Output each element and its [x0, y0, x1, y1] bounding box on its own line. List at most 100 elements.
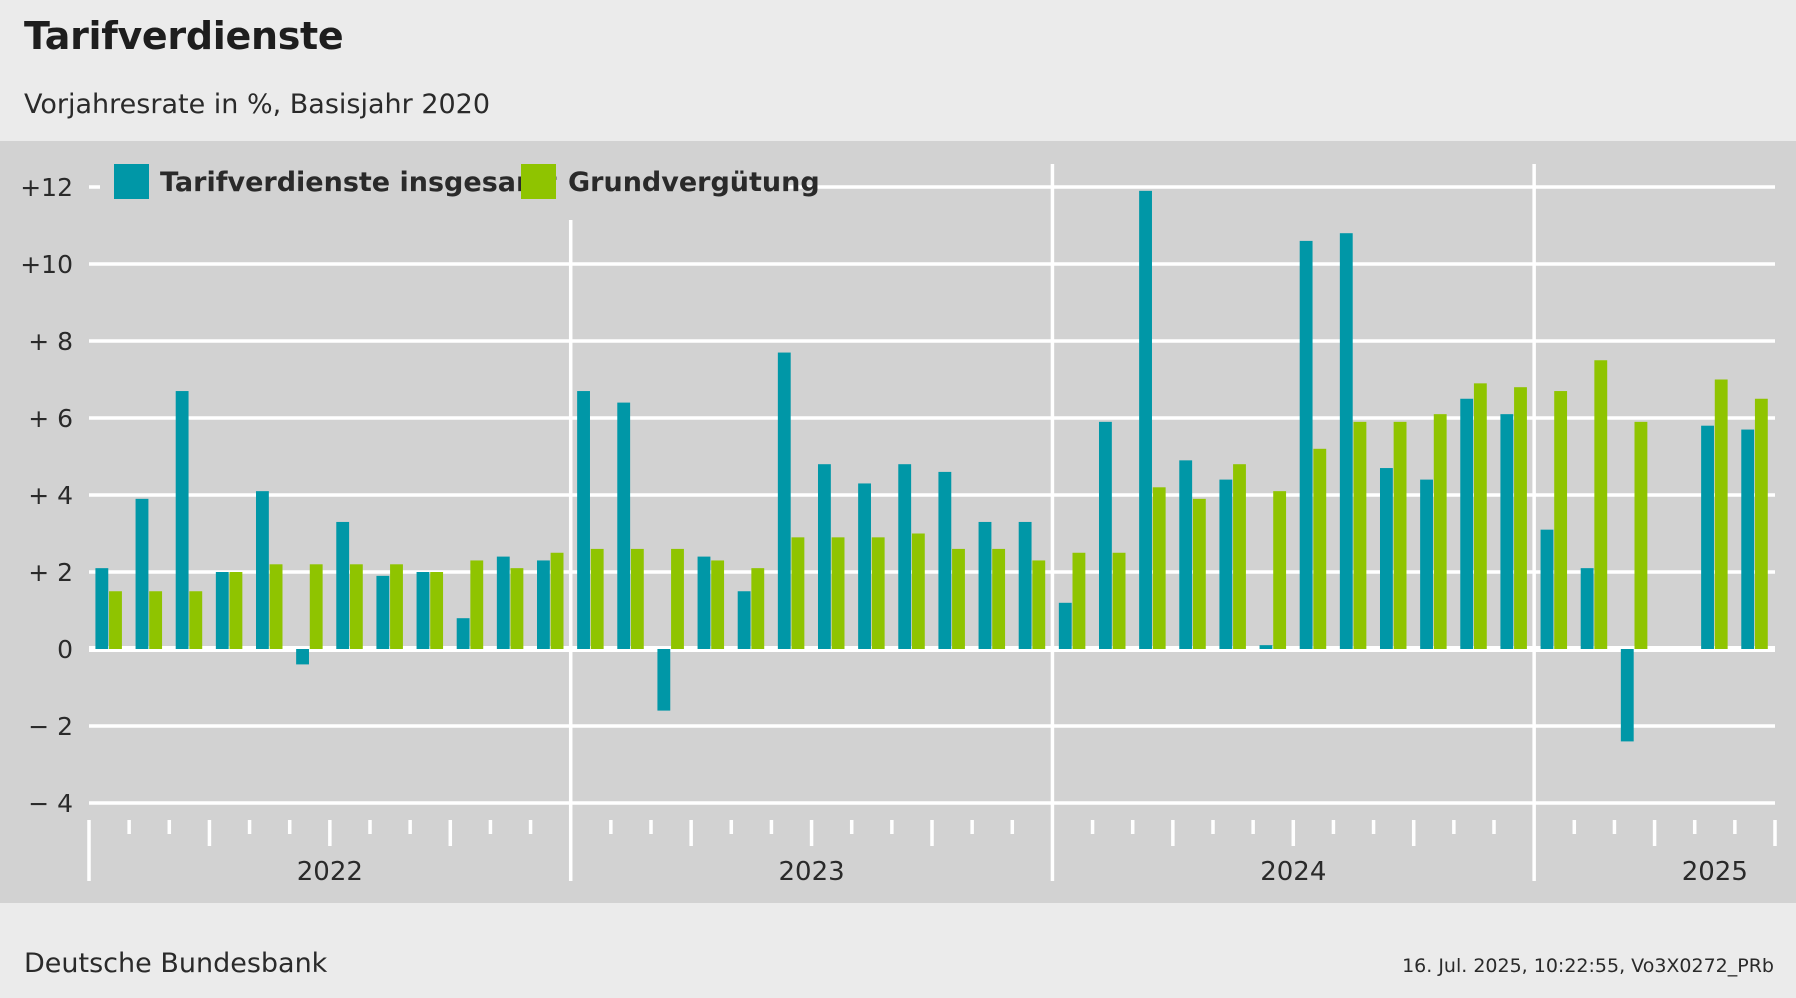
bar-series2 [1714, 379, 1728, 649]
year-label: 2024 [1260, 857, 1326, 887]
bar-series2 [992, 548, 1006, 649]
bar-series1 [296, 649, 309, 665]
legend-label-series2: Grundvergütung [568, 167, 820, 198]
bar-series1 [777, 352, 791, 649]
bar-series1 [416, 572, 430, 649]
bar-series1 [175, 391, 189, 649]
bar-series1 [858, 483, 871, 649]
bar-series2 [109, 591, 122, 649]
legend-label-series1: Tarifverdienste insgesamt [160, 167, 557, 198]
bar-series1 [1098, 421, 1112, 649]
bar-series1 [898, 464, 912, 649]
bar-series1 [255, 491, 269, 649]
bar-series1 [817, 464, 831, 649]
bar-series2 [791, 537, 805, 649]
bar-series1 [1620, 649, 1634, 742]
bar-series1 [1259, 645, 1273, 649]
bar-series2 [1634, 421, 1648, 649]
bar-series2 [1554, 391, 1568, 649]
bar-series2 [1273, 491, 1287, 649]
bar-series1 [1701, 425, 1714, 649]
bar-series1 [938, 471, 952, 649]
timestamp-label: 16. Jul. 2025, 10:22:55, Vo3X0272_PRb [1402, 955, 1774, 977]
bar-series2 [309, 564, 323, 649]
bar-series2 [1112, 552, 1126, 649]
y-tick-label: + 4 [28, 481, 73, 510]
bar-series1 [1540, 529, 1554, 649]
year-label: 2023 [778, 857, 844, 887]
year-separators [568, 164, 1536, 881]
bar-series2 [510, 568, 524, 649]
bar-series2 [269, 564, 283, 649]
page-subtitle: Vorjahresrate in %, Basisjahr 2020 [24, 89, 491, 120]
bar-series2 [1353, 421, 1367, 649]
bar-series1 [1299, 240, 1313, 649]
bar-series2 [590, 548, 604, 649]
bar-series1 [1339, 233, 1353, 649]
bar-series2 [1393, 421, 1407, 649]
bar-series2 [1514, 387, 1527, 649]
bar-series1 [737, 591, 751, 649]
bar-series2 [470, 560, 484, 649]
bar-chart: +12+10+ 8+ 6+ 4+ 20− 2− 4 2022 2023 2024 20… [0, 141, 1796, 903]
bar-series1 [1580, 568, 1594, 649]
y-tick-label: +10 [20, 250, 73, 279]
bars [95, 190, 1768, 742]
y-tick-label: + 8 [28, 327, 73, 356]
legend: Tarifverdienste insgesamt Grundvergütung [100, 162, 820, 220]
bar-series1 [657, 649, 671, 711]
bar-series1 [336, 521, 350, 649]
bar-series2 [1032, 560, 1046, 649]
bar-series2 [1233, 464, 1246, 649]
bar-series2 [711, 560, 725, 649]
bar-series2 [911, 533, 925, 649]
y-tick-label: + 2 [28, 558, 73, 587]
bar-series1 [1500, 414, 1514, 649]
bar-series1 [496, 556, 510, 649]
bar-series1 [577, 391, 590, 649]
bar-series1 [456, 618, 470, 649]
year-label: 2022 [297, 857, 363, 887]
legend-swatch-series2 [521, 164, 556, 199]
bar-series1 [1219, 479, 1233, 649]
bar-series2 [1313, 448, 1327, 649]
bar-series2 [1192, 498, 1206, 649]
bar-series2 [952, 548, 965, 649]
bar-series2 [390, 564, 403, 649]
bar-series2 [831, 537, 845, 649]
year-label: 2025 [1682, 857, 1748, 887]
bar-series2 [751, 568, 765, 649]
bar-series1 [1379, 468, 1393, 649]
bar-series2 [550, 552, 564, 649]
bar-series2 [1433, 414, 1447, 649]
page-title: Tarifverdienste [24, 14, 344, 58]
bar-series1 [617, 402, 631, 649]
bar-series1 [1179, 460, 1193, 649]
bar-series2 [1152, 487, 1166, 649]
y-axis: +12 +10 + 8 + 6 + 4 + 2 0 − 2 − 4 [20, 173, 73, 818]
x-axis: 2022 2023 2024 2025 [87, 820, 1777, 887]
bar-series1 [95, 568, 109, 649]
bar-series2 [349, 564, 363, 649]
bar-series1 [135, 498, 149, 649]
bar-series1 [1460, 398, 1474, 649]
bar-series2 [1072, 552, 1086, 649]
bar-series2 [1754, 398, 1768, 649]
bar-series2 [189, 591, 203, 649]
bar-series1 [1741, 429, 1755, 649]
bar-series1 [1139, 190, 1152, 649]
plot-area [0, 141, 1796, 903]
bar-series1 [376, 575, 390, 649]
bar-series1 [697, 556, 711, 649]
bar-series2 [1473, 383, 1487, 649]
bar-series1 [536, 560, 550, 649]
bar-series2 [871, 537, 885, 649]
legend-swatch-series1 [114, 164, 149, 199]
y-tick-label: 0 [57, 635, 73, 664]
bar-series2 [630, 548, 644, 649]
bar-series2 [229, 572, 243, 649]
y-tick-label: − 2 [28, 712, 73, 741]
bar-series2 [671, 548, 684, 649]
bar-series2 [430, 572, 444, 649]
bar-series1 [1058, 602, 1072, 649]
